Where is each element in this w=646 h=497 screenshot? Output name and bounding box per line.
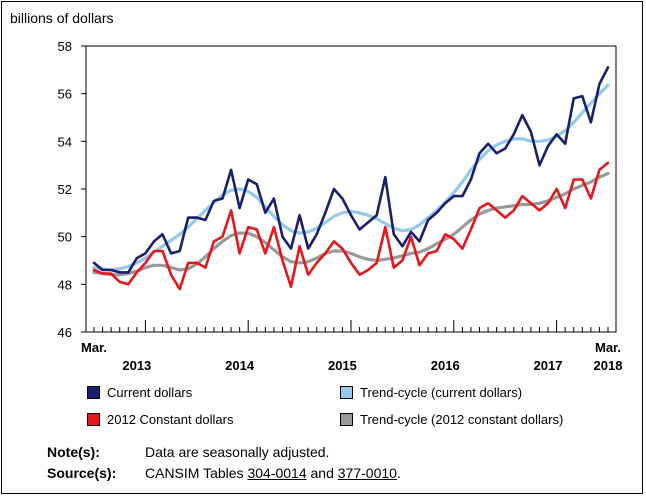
y-tick-label: 50: [58, 230, 72, 245]
legend-swatch: [340, 413, 353, 426]
series-line-trend-cycle-current-dollars: [92, 83, 610, 272]
legend-label: Trend-cycle (2012 constant dollars): [360, 412, 564, 427]
series-layer: [92, 66, 610, 291]
source-prefix: CANSIM Tables: [145, 465, 248, 481]
series-line-trend-cycle-2012-constant-dollars: [92, 171, 610, 277]
series-line-2012-constant-dollars: [92, 161, 610, 291]
note-text: Data are seasonally adjusted.: [145, 444, 330, 460]
y-tick-label: 56: [58, 87, 72, 102]
legend-swatch: [87, 413, 100, 426]
legend-swatch: [340, 386, 353, 399]
source-link-304-0014[interactable]: 304-0014: [247, 465, 307, 481]
y-tick-label: 48: [58, 277, 72, 292]
y-tick-label: 46: [58, 325, 72, 340]
y-tick-label: 52: [58, 182, 72, 197]
y-axis-label: billions of dollars: [10, 10, 114, 26]
series-line-current-dollars: [92, 66, 610, 274]
x-year-label: 2015: [328, 358, 357, 373]
x-end-month-label: Mar.: [595, 340, 621, 355]
x-year-label: 2017: [534, 358, 563, 373]
legend-label: Trend-cycle (current dollars): [360, 385, 523, 400]
source-text: CANSIM Tables 304-0014 and 377-0010.: [145, 465, 401, 481]
source-mid: and: [306, 465, 338, 481]
source-label: Source(s):: [47, 465, 117, 481]
x-start-month-label: Mar.: [81, 340, 107, 355]
y-tick-label: 54: [58, 134, 72, 149]
plot-area-border: [85, 45, 617, 333]
legend-label: Current dollars: [107, 385, 193, 400]
y-tick-label: 58: [58, 39, 72, 54]
legend-swatch: [87, 386, 100, 399]
x-year-label: 2013: [122, 358, 151, 373]
x-year-label: 2018: [594, 358, 623, 373]
axes: 46 48 50 52 54 56 58 Mar. Mar. 2013 2014 2015 2016 20…: [58, 39, 623, 373]
source-suffix: .: [396, 465, 401, 481]
legend-label: 2012 Constant dollars: [107, 412, 234, 427]
x-year-label: 2014: [225, 358, 255, 373]
x-year-label: 2016: [431, 358, 460, 373]
source-link-377-0010[interactable]: 377-0010: [337, 465, 397, 481]
note-label: Note(s):: [47, 444, 100, 460]
